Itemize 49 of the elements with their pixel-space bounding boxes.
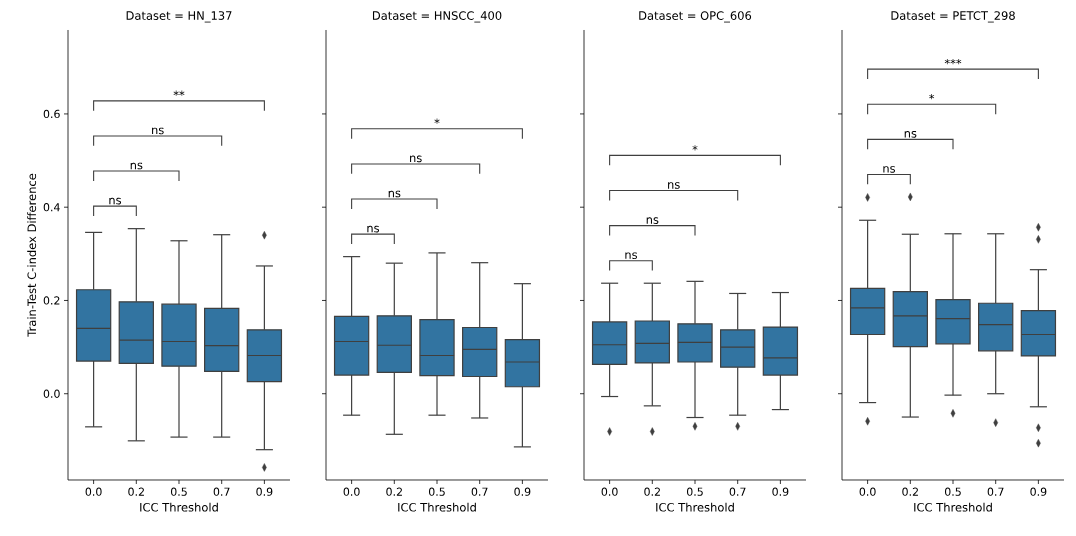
annotation: ns	[410, 155, 422, 163]
annotation: *	[692, 145, 698, 151]
x-axis-title: ICC Threshold	[398, 502, 476, 512]
x-tick-label: 0.0	[85, 487, 102, 496]
annotation: ns	[109, 197, 122, 205]
x-tick-label: 0.5	[686, 487, 703, 496]
chart-title: Dataset = HN_137	[126, 11, 232, 23]
x-tick-label: 0.5	[944, 487, 961, 496]
annotation: ns	[367, 225, 380, 233]
x-tick-label: 0.2	[386, 487, 402, 496]
annotation: ns	[904, 131, 917, 138]
annotation: *	[434, 118, 440, 124]
x-axis-title: ICC Threshold	[656, 502, 734, 512]
x-tick-label: 0.2	[644, 487, 660, 496]
x-tick-label: 0.9	[256, 487, 273, 496]
x-tick-label: 0.9	[1030, 487, 1047, 496]
annotation: **	[173, 90, 185, 96]
x-tick-label: 0.0	[859, 487, 876, 496]
x-tick-label: 0.0	[601, 487, 618, 496]
chart-title: Dataset = OPC_606	[639, 11, 752, 23]
annotation: ***	[944, 58, 962, 65]
x-tick-label: 0.7	[987, 487, 1004, 496]
x-tick-label: 0.9	[514, 487, 531, 496]
annotation: ns	[152, 127, 164, 135]
x-tick-label: 0.2	[902, 487, 918, 496]
annotation: ns	[625, 252, 638, 259]
x-tick-label: 0.7	[471, 487, 488, 496]
annotation: ns	[130, 162, 143, 170]
chart-title: Dataset = PETCT_298	[891, 11, 1015, 23]
x-tick-label: 0.5	[170, 487, 187, 496]
y-tick-label: 0.2	[43, 296, 60, 305]
annotation: ns	[388, 190, 401, 198]
annotation: ns	[668, 182, 680, 189]
y-axis-title: Train-Test C-index Difference	[27, 173, 37, 337]
x-tick-label: 0.9	[772, 487, 789, 496]
annotation: ns	[646, 217, 659, 224]
x-axis-title: ICC Threshold	[140, 502, 218, 512]
y-tick-label: 0.6	[43, 109, 60, 119]
x-axis-title: ICC Threshold	[914, 502, 992, 512]
y-tick-label: 0.4	[43, 203, 60, 212]
x-tick-label: 0.5	[428, 487, 445, 496]
annotation: ns	[883, 166, 896, 173]
annotation: *	[929, 94, 935, 100]
x-tick-label: 0.7	[729, 487, 746, 496]
chart-title: Dataset = HNSCC_400	[372, 11, 502, 23]
x-tick-label: 0.7	[213, 487, 230, 496]
x-tick-label: 0.0	[343, 487, 360, 496]
x-tick-label: 0.2	[128, 487, 144, 496]
y-tick-label: 0.0	[43, 389, 60, 398]
